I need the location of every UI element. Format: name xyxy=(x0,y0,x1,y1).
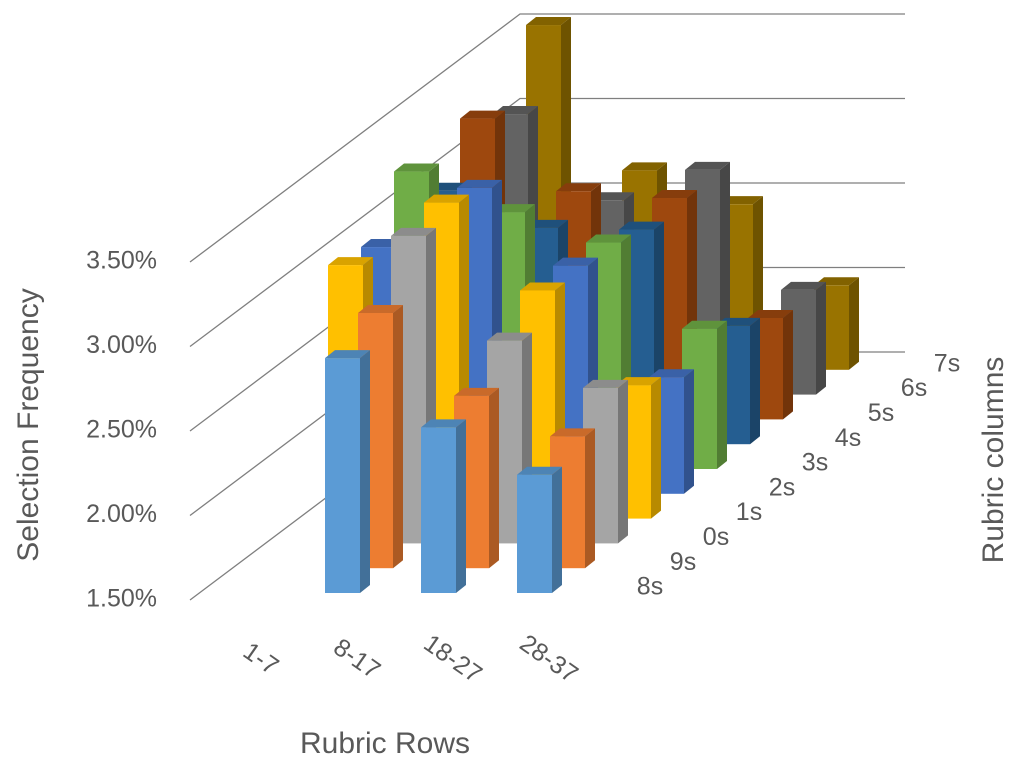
bar-top xyxy=(487,332,532,341)
bar-top xyxy=(391,227,436,236)
bar-front xyxy=(325,358,360,593)
x-tick-label: 1-7 xyxy=(238,637,284,681)
y-axis-title: Selection Frequency xyxy=(12,288,45,562)
bar-side xyxy=(717,320,727,469)
bar-side xyxy=(552,466,562,593)
z-axis-title: Rubric columns xyxy=(977,357,1010,564)
bar-top xyxy=(583,379,628,388)
bar-side xyxy=(651,377,661,519)
series-label: 6s xyxy=(901,374,927,402)
bar-top xyxy=(553,257,598,266)
series-label: 5s xyxy=(868,399,894,427)
bar-side xyxy=(618,379,628,544)
grid-line xyxy=(189,13,905,263)
bar-top xyxy=(358,305,403,314)
y-tick-label: 3.50% xyxy=(86,247,157,275)
bar-top xyxy=(517,466,562,475)
bar-top xyxy=(325,350,370,359)
y-tick-label: 2.50% xyxy=(86,416,157,444)
series-label: 8s xyxy=(637,573,663,601)
bar-top xyxy=(526,17,571,26)
y-tick-label: 2.00% xyxy=(86,500,157,528)
series-label: 3s xyxy=(802,449,828,477)
bar-top xyxy=(622,162,667,171)
y-tick-label: 3.00% xyxy=(86,331,157,359)
bar-front xyxy=(517,474,552,593)
bar-side xyxy=(783,310,793,420)
bar-front xyxy=(421,427,456,593)
bar-side xyxy=(393,305,403,569)
bar-side xyxy=(684,369,694,494)
bar-top xyxy=(550,428,595,437)
y-tick-label: 1.50% xyxy=(86,585,157,613)
bar-side xyxy=(360,350,370,593)
bar-top xyxy=(619,221,664,230)
bar xyxy=(325,350,370,593)
x-tick-label: 18-27 xyxy=(419,629,487,689)
bar xyxy=(517,466,562,593)
x-tick-label: 8-17 xyxy=(328,633,385,685)
bar-side xyxy=(816,281,826,395)
bar-top xyxy=(454,387,499,396)
bar-side xyxy=(585,428,595,569)
series-label: 7s xyxy=(934,349,960,377)
x-tick-label: 28-37 xyxy=(515,629,583,689)
series-label: 2s xyxy=(769,473,795,501)
bar-top xyxy=(652,190,697,199)
bar-side xyxy=(750,317,760,445)
bar-top xyxy=(394,163,439,172)
bar-side xyxy=(456,419,466,593)
bar-side xyxy=(489,387,499,569)
grid-line xyxy=(189,97,905,348)
series-label: 1s xyxy=(736,498,762,526)
bar xyxy=(421,419,466,593)
bar-top xyxy=(682,320,727,329)
bar-top xyxy=(649,369,694,378)
series-label: 4s xyxy=(835,424,861,452)
bar-top xyxy=(328,257,373,266)
bar-top xyxy=(748,310,793,318)
series-label: 0s xyxy=(703,523,729,551)
bar-top xyxy=(421,419,466,428)
bar-top xyxy=(460,110,505,119)
bar-top xyxy=(781,281,826,290)
bar-side xyxy=(849,277,859,370)
bar-top xyxy=(457,179,502,188)
bar-top xyxy=(685,161,730,170)
bars xyxy=(325,17,859,593)
bar-top xyxy=(520,282,565,291)
series-label: 9s xyxy=(670,548,696,576)
bar-top xyxy=(586,234,631,243)
x-axis-title: Rubric Rows xyxy=(300,727,470,760)
bar-top xyxy=(424,194,469,203)
bar-top xyxy=(556,183,601,192)
